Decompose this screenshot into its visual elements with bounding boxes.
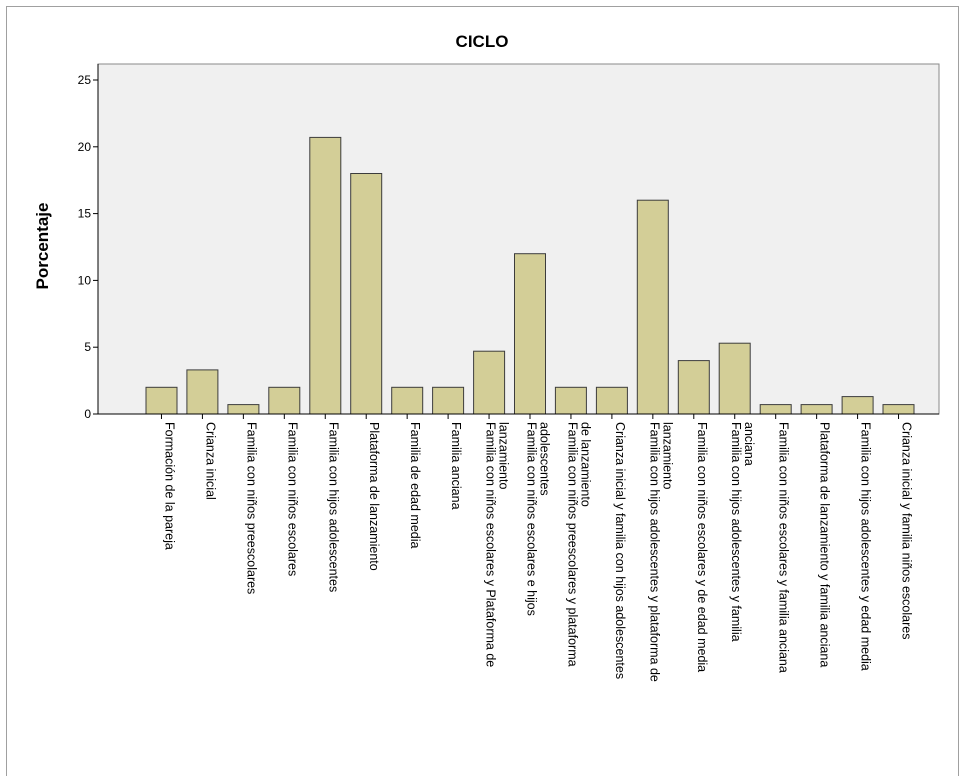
category-label: Plataforma de lanzamiento (367, 422, 381, 571)
category-labels-group: Formación de la pareja Crianza inicial Fam… (160, 414, 914, 682)
y-tick-label: 25 (78, 73, 92, 87)
category-label: Plataforma de lanzamiento y familia anci… (818, 422, 832, 667)
axes-group (97, 64, 939, 415)
bars-group (145, 136, 915, 415)
category-label: Familia con niños escolares y de edad me… (695, 422, 709, 672)
y-ticks-group: 0 5 10 15 20 25 (78, 73, 98, 421)
category-label: de lanzamiento (578, 422, 592, 507)
y-axis-label: Porcentaje (33, 203, 52, 290)
category-label: Crianza inicial (203, 422, 217, 500)
category-label: Familia con hijos adolescentes (326, 422, 340, 592)
category-label: Familia con hijos adolescentes y platafo… (647, 422, 661, 682)
category-label: Familia con niños preescolares (244, 422, 258, 594)
category-label: Familia anciana (449, 422, 463, 510)
bar-17 (800, 404, 833, 415)
category-label: lanzamiento (497, 422, 511, 489)
bar-14 (677, 360, 710, 415)
category-label: Familia con niños escolares e hijos (525, 422, 539, 616)
bar-5 (309, 136, 342, 415)
bar-11 (554, 386, 587, 415)
category-label: anciana (742, 422, 756, 466)
y-tick-label: 20 (78, 140, 92, 154)
chart-title: CICLO (456, 32, 509, 51)
bar-8 (432, 386, 465, 415)
category-label: Familia con niños escolares y familia an… (777, 422, 791, 673)
bar-6 (350, 173, 383, 415)
category-label: Familia de edad media (408, 422, 422, 549)
y-tick-label: 5 (84, 340, 91, 354)
y-tick-label: 10 (78, 273, 92, 287)
bar-15 (718, 342, 751, 415)
y-tick-label: 0 (84, 407, 91, 421)
category-label: Familia con niños preescolares y platafo… (565, 422, 579, 667)
bar-18 (841, 396, 874, 415)
bar-10 (514, 253, 546, 415)
category-label: Formación de la pareja (163, 422, 177, 550)
category-label: Familia con niños escolares (285, 422, 299, 576)
category-label: Crianza inicial y familia con hijos adol… (613, 422, 627, 679)
bar-12 (595, 386, 628, 415)
bar-1 (145, 386, 178, 415)
category-label: Crianza inicial y familia niños escolare… (900, 422, 914, 639)
y-tick-label: 15 (78, 207, 92, 221)
bar-2 (186, 369, 219, 415)
bar-9 (473, 350, 506, 415)
bar-3 (227, 404, 260, 415)
bar-7 (391, 386, 424, 415)
category-label: adolescentes (538, 422, 552, 496)
bar-13 (636, 199, 669, 415)
category-label: Familia con niños escolares y Plataforma… (484, 422, 498, 667)
bar-4 (268, 386, 301, 415)
category-label: Familia con hijos adolescentes y edad me… (859, 422, 873, 671)
category-label: lanzamiento (660, 422, 674, 489)
category-label: Familia con hijos adolescentes y familia (729, 422, 743, 642)
bar-19 (882, 404, 915, 415)
bar-16 (759, 404, 792, 415)
